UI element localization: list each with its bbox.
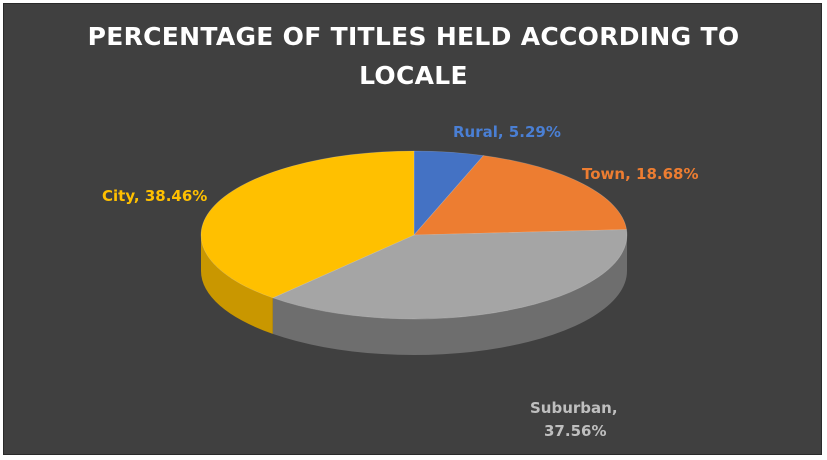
pie-slice-town (413, 155, 627, 236)
chart-title-line-1: PERCENTAGE OF TITLES HELD ACCORDING TO (87, 22, 740, 51)
pie-slice-city (200, 150, 415, 299)
pie-side-city (201, 235, 273, 334)
pie-slice-suburban (271, 229, 628, 320)
pie-top-faces (200, 150, 628, 320)
data-label-suburban-line-1: Suburban, (530, 399, 618, 417)
pie-slice-rural (413, 150, 485, 236)
data-label-town: Town, 18.68% (582, 165, 698, 183)
data-label-rural: Rural, 5.29% (453, 123, 561, 141)
pie-side-walls (201, 235, 627, 355)
pie-side-suburban (272, 235, 627, 355)
data-label-city: City, 38.46% (102, 187, 207, 205)
chart-title-line-2: LOCALE (359, 61, 468, 90)
data-label-suburban-line-2: 37.56% (544, 422, 606, 440)
